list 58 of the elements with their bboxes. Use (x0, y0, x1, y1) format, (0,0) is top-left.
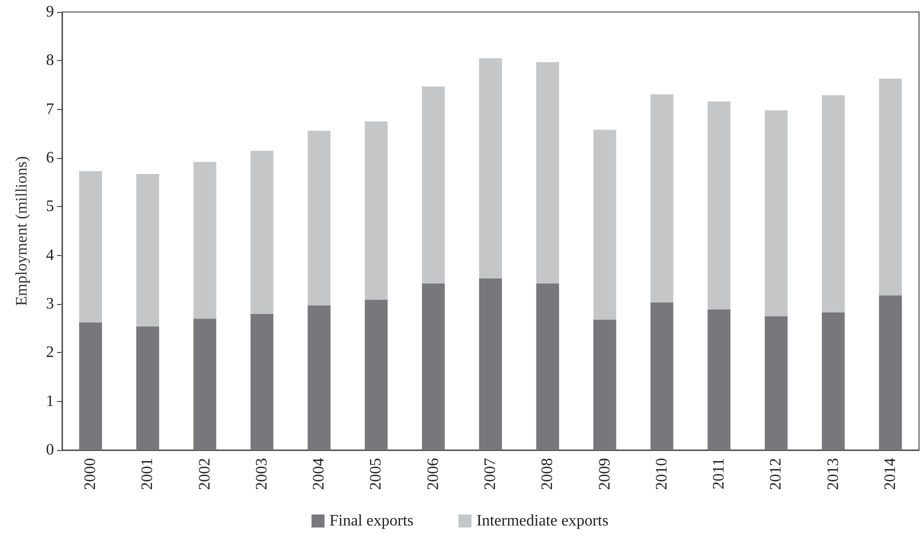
bar (422, 86, 445, 284)
bar (136, 174, 160, 326)
y-tick-label: 0 (46, 442, 54, 458)
y-tick-label: 5 (46, 198, 54, 216)
x-tick-label: 2007 (482, 458, 499, 490)
bar (250, 150, 274, 314)
bar (879, 78, 902, 296)
bar (79, 171, 102, 322)
bar (764, 110, 788, 316)
y-tick-label: 6 (46, 150, 54, 166)
bar (650, 94, 674, 303)
bar (364, 122, 388, 300)
legend-label: Final exports (330, 512, 414, 530)
bar (764, 316, 788, 450)
x-tick-label: 2002 (196, 458, 214, 490)
y-tick-label: 9 (46, 4, 54, 20)
x-tick-label: 2001 (139, 458, 156, 490)
bar (479, 58, 502, 278)
bar (536, 62, 560, 284)
x-tick-label: 2010 (653, 458, 670, 490)
bar (308, 305, 331, 450)
bar (364, 300, 388, 450)
y-tick-label: 7 (46, 100, 54, 118)
bar (593, 130, 616, 320)
bar (536, 284, 560, 450)
bar (79, 322, 102, 450)
bar (250, 314, 274, 450)
bar (822, 95, 845, 312)
y-axis-title: Employment (millions) (14, 156, 30, 306)
bar (193, 318, 216, 450)
x-tick-label: 2006 (424, 458, 442, 490)
bar (650, 302, 674, 450)
legend-label: Intermediate exports (476, 512, 608, 530)
x-tick-label: 2000 (82, 458, 100, 490)
x-tick-label: 2013 (824, 458, 842, 490)
bar (879, 295, 902, 450)
y-tick-label: 2 (46, 344, 54, 362)
x-tick-label: 2003 (253, 458, 270, 490)
bar (193, 162, 216, 319)
y-tick-label: 4 (46, 246, 54, 264)
bar (136, 326, 160, 450)
x-tick-label: 2012 (768, 458, 785, 490)
bar (308, 130, 331, 306)
y-tick-label: 8 (46, 52, 54, 70)
bar (422, 284, 445, 450)
x-tick-label: 2011 (710, 458, 728, 490)
y-tick-label: 3 (46, 296, 54, 312)
x-tick-label: 2004 (310, 458, 328, 490)
x-tick-label: 2008 (539, 458, 556, 490)
y-tick-label: 1 (46, 392, 54, 410)
bar (822, 312, 845, 450)
bar (708, 102, 730, 310)
x-tick-label: 2014 (882, 458, 899, 490)
x-tick-label: 2009 (596, 458, 614, 490)
x-tick-label: 2005 (368, 458, 385, 490)
bar (479, 278, 502, 450)
bar (708, 309, 730, 450)
bar (593, 320, 616, 450)
